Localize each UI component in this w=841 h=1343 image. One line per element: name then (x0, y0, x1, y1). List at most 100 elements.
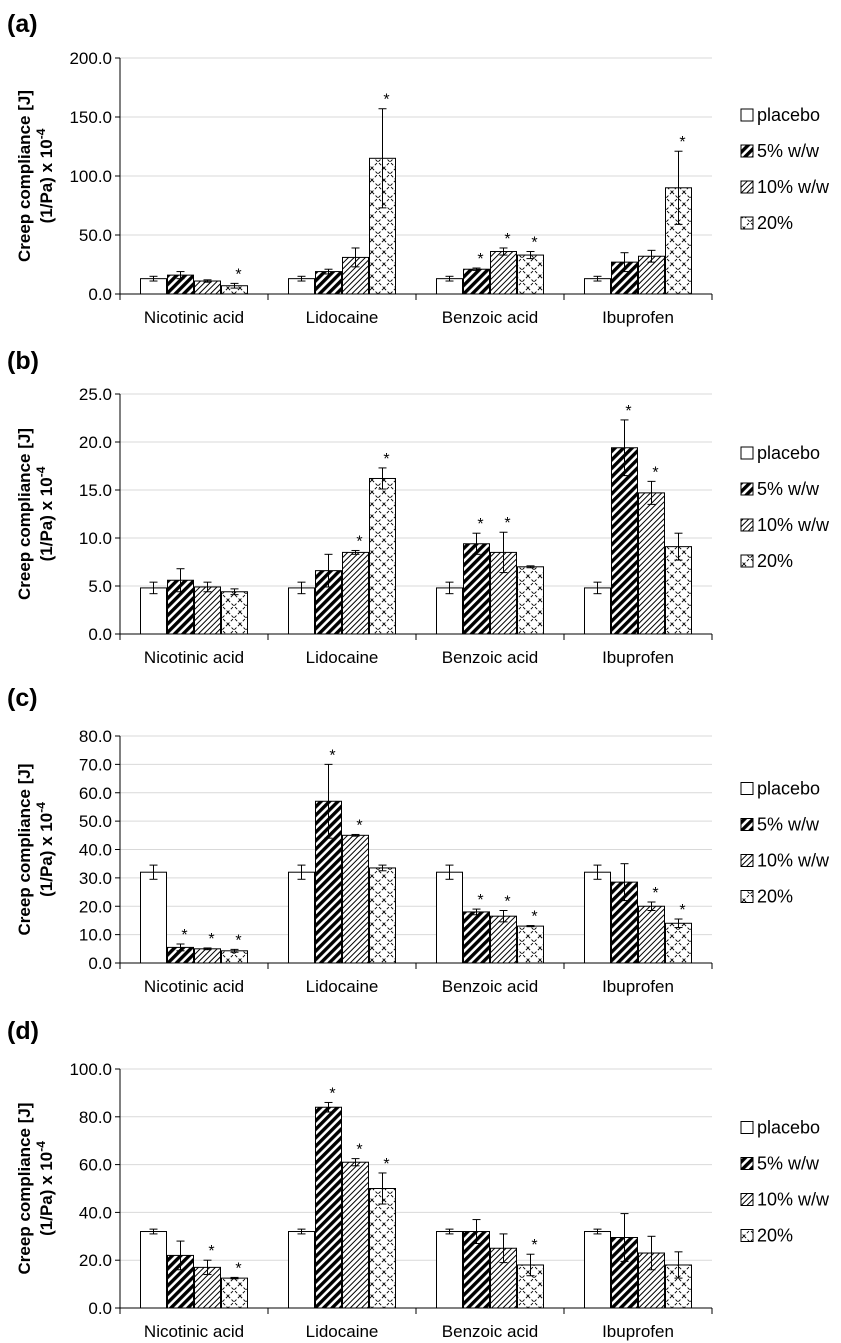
y-axis-label-exponent: -4 (34, 466, 48, 477)
legend-label: 10% w/w (757, 177, 830, 197)
y-tick-label: 150.0 (69, 108, 112, 127)
y-tick-label: 200.0 (69, 49, 112, 68)
legend-label: 20% (757, 887, 793, 907)
panel-label: (a) (7, 10, 38, 38)
bar (517, 925, 544, 964)
x-tick-label: Ibuprofen (602, 308, 674, 327)
x-tick-label: Ibuprofen (602, 977, 674, 996)
y-tick-label: 0.0 (88, 1299, 112, 1318)
y-axis-label-line1: Creep compliance [J] (15, 428, 34, 600)
y-tick-label: 0.0 (88, 285, 112, 304)
x-tick-label: Benzoic acid (442, 977, 538, 996)
bar (369, 157, 396, 295)
panel-label: (b) (7, 347, 39, 375)
legend-swatch (740, 482, 754, 496)
y-axis-label-base: (1/Pa) x 10 (37, 1152, 56, 1236)
legend-label: 10% w/w (757, 515, 830, 535)
legend-label: 10% w/w (757, 851, 830, 871)
legend-swatch (740, 1229, 754, 1242)
y-tick-label: 10.0 (79, 529, 112, 548)
y-tick-label: 5.0 (88, 577, 112, 596)
x-tick-label: Nicotinic acid (144, 308, 244, 327)
y-tick-label: 15.0 (79, 481, 112, 500)
significance-marker: * (208, 931, 214, 948)
significance-marker: * (329, 747, 335, 764)
y-axis-label-exponent: -4 (34, 128, 48, 139)
significance-marker: * (504, 894, 510, 911)
y-tick-label: 0.0 (88, 954, 112, 973)
legend-label: 10% w/w (757, 1190, 830, 1210)
significance-marker: * (208, 1243, 214, 1260)
legend-swatch (740, 1121, 754, 1134)
bar (342, 834, 369, 964)
bar (194, 948, 221, 964)
bar (140, 587, 167, 635)
chart-panel-b: (b) 0.0 5.0 10.0 15.0 20.0 25.0 Creep complianc… (7, 347, 830, 667)
bar (288, 1231, 315, 1309)
bar (517, 566, 544, 635)
legend-label: 20% (757, 213, 793, 233)
x-tick-label: Lidocaine (306, 1322, 379, 1341)
x-tick-label: Benzoic acid (442, 308, 538, 327)
significance-marker: * (235, 932, 241, 949)
bar (342, 1161, 369, 1309)
bar (638, 1252, 665, 1309)
bar (369, 1188, 396, 1309)
y-axis-label-exponent: -4 (34, 802, 48, 813)
bar (221, 1277, 248, 1309)
legend-label: 5% w/w (757, 141, 820, 161)
legend-label: placebo (757, 443, 820, 463)
y-axis-label-base: (1/Pa) x 10 (37, 477, 56, 561)
significance-marker: * (477, 251, 483, 268)
legend-label: placebo (757, 779, 820, 799)
bar (463, 1231, 490, 1309)
x-tick-label: Lidocaine (306, 308, 379, 327)
bar (436, 871, 463, 964)
x-tick-label: Nicotinic acid (144, 977, 244, 996)
bar (194, 586, 221, 635)
significance-marker: * (477, 516, 483, 533)
y-tick-label: 60.0 (79, 784, 112, 803)
bar (463, 543, 490, 635)
y-tick-label: 25.0 (79, 385, 112, 404)
legend-swatch (740, 782, 754, 795)
y-axis-label-line2: (1/Pa) x 10-4 (34, 1141, 56, 1236)
bar (288, 871, 315, 964)
bar (638, 492, 665, 635)
significance-marker: * (504, 231, 510, 248)
y-tick-label: 60.0 (79, 1156, 112, 1175)
bar (315, 271, 342, 295)
chart-panel-d: (d) 0.0 20.0 40.0 60.0 80.0 100.0 Creep complia… (7, 1017, 830, 1341)
bar (490, 251, 517, 295)
y-tick-label: 40.0 (79, 1203, 112, 1222)
panel-label: (d) (7, 1017, 39, 1045)
bar (517, 254, 544, 295)
bar (369, 867, 396, 964)
legend-swatch (740, 216, 754, 230)
bar (342, 551, 369, 635)
legend-swatch (740, 446, 754, 460)
bar (369, 477, 396, 635)
y-tick-label: 50.0 (79, 812, 112, 831)
bar (315, 1106, 342, 1309)
significance-marker: * (477, 892, 483, 909)
significance-marker: * (329, 1085, 335, 1102)
panel-label: (c) (7, 684, 38, 712)
bar (221, 591, 248, 635)
significance-marker: * (356, 533, 362, 550)
legend-label: 20% (757, 551, 793, 571)
y-axis-label-line2: (1/Pa) x 10-4 (34, 802, 56, 897)
legend-swatch (740, 108, 754, 122)
chart-panel-c: (c) 0.0 10.0 20.0 30.0 40.0 50.0 60.0 70.0 80.0 Cr… (7, 684, 830, 996)
significance-marker: * (531, 909, 537, 926)
chart-panel-a: (a) 0.0 50.0 100.0 150.0 200.0 Creep complianc… (7, 10, 830, 327)
y-axis-label-line2: (1/Pa) x 10-4 (34, 466, 56, 561)
y-tick-label: 40.0 (79, 841, 112, 860)
legend-label: 20% (757, 1226, 793, 1246)
x-tick-label: Benzoic acid (442, 1322, 538, 1341)
significance-marker: * (504, 515, 510, 532)
x-tick-label: Nicotinic acid (144, 1322, 244, 1341)
legend-label: 5% w/w (757, 479, 820, 499)
bar (140, 1231, 167, 1309)
